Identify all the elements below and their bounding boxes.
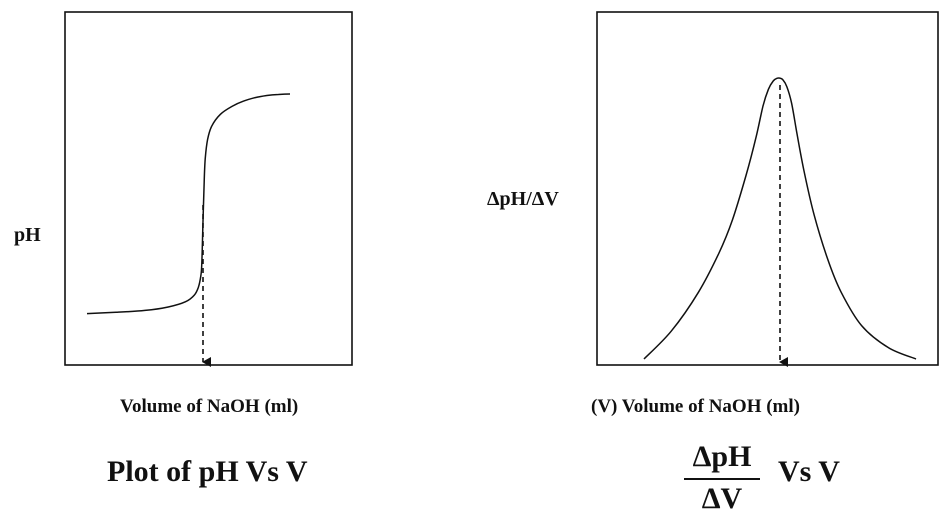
- fraction-bar: [684, 478, 760, 480]
- right-caption-fraction: ΔpH ΔV: [684, 442, 760, 514]
- left-x-axis-label: Volume of NaOH (ml): [120, 396, 299, 417]
- fraction-denominator: ΔV: [701, 482, 743, 515]
- fraction-numerator: ΔpH: [692, 440, 752, 473]
- right-caption-suffix: Vs V: [778, 455, 840, 488]
- left-series-line: [86, 93, 291, 315]
- right-series-line: [643, 77, 917, 360]
- left-chart-caption: Plot of pH Vs V: [107, 455, 308, 488]
- left-y-axis-label: pH: [14, 224, 41, 246]
- right-plot-frame: [596, 11, 939, 366]
- right-x-axis-label: (V) Volume of NaOH (ml): [591, 396, 800, 417]
- right-y-axis-label: ΔpH/ΔV: [487, 188, 559, 210]
